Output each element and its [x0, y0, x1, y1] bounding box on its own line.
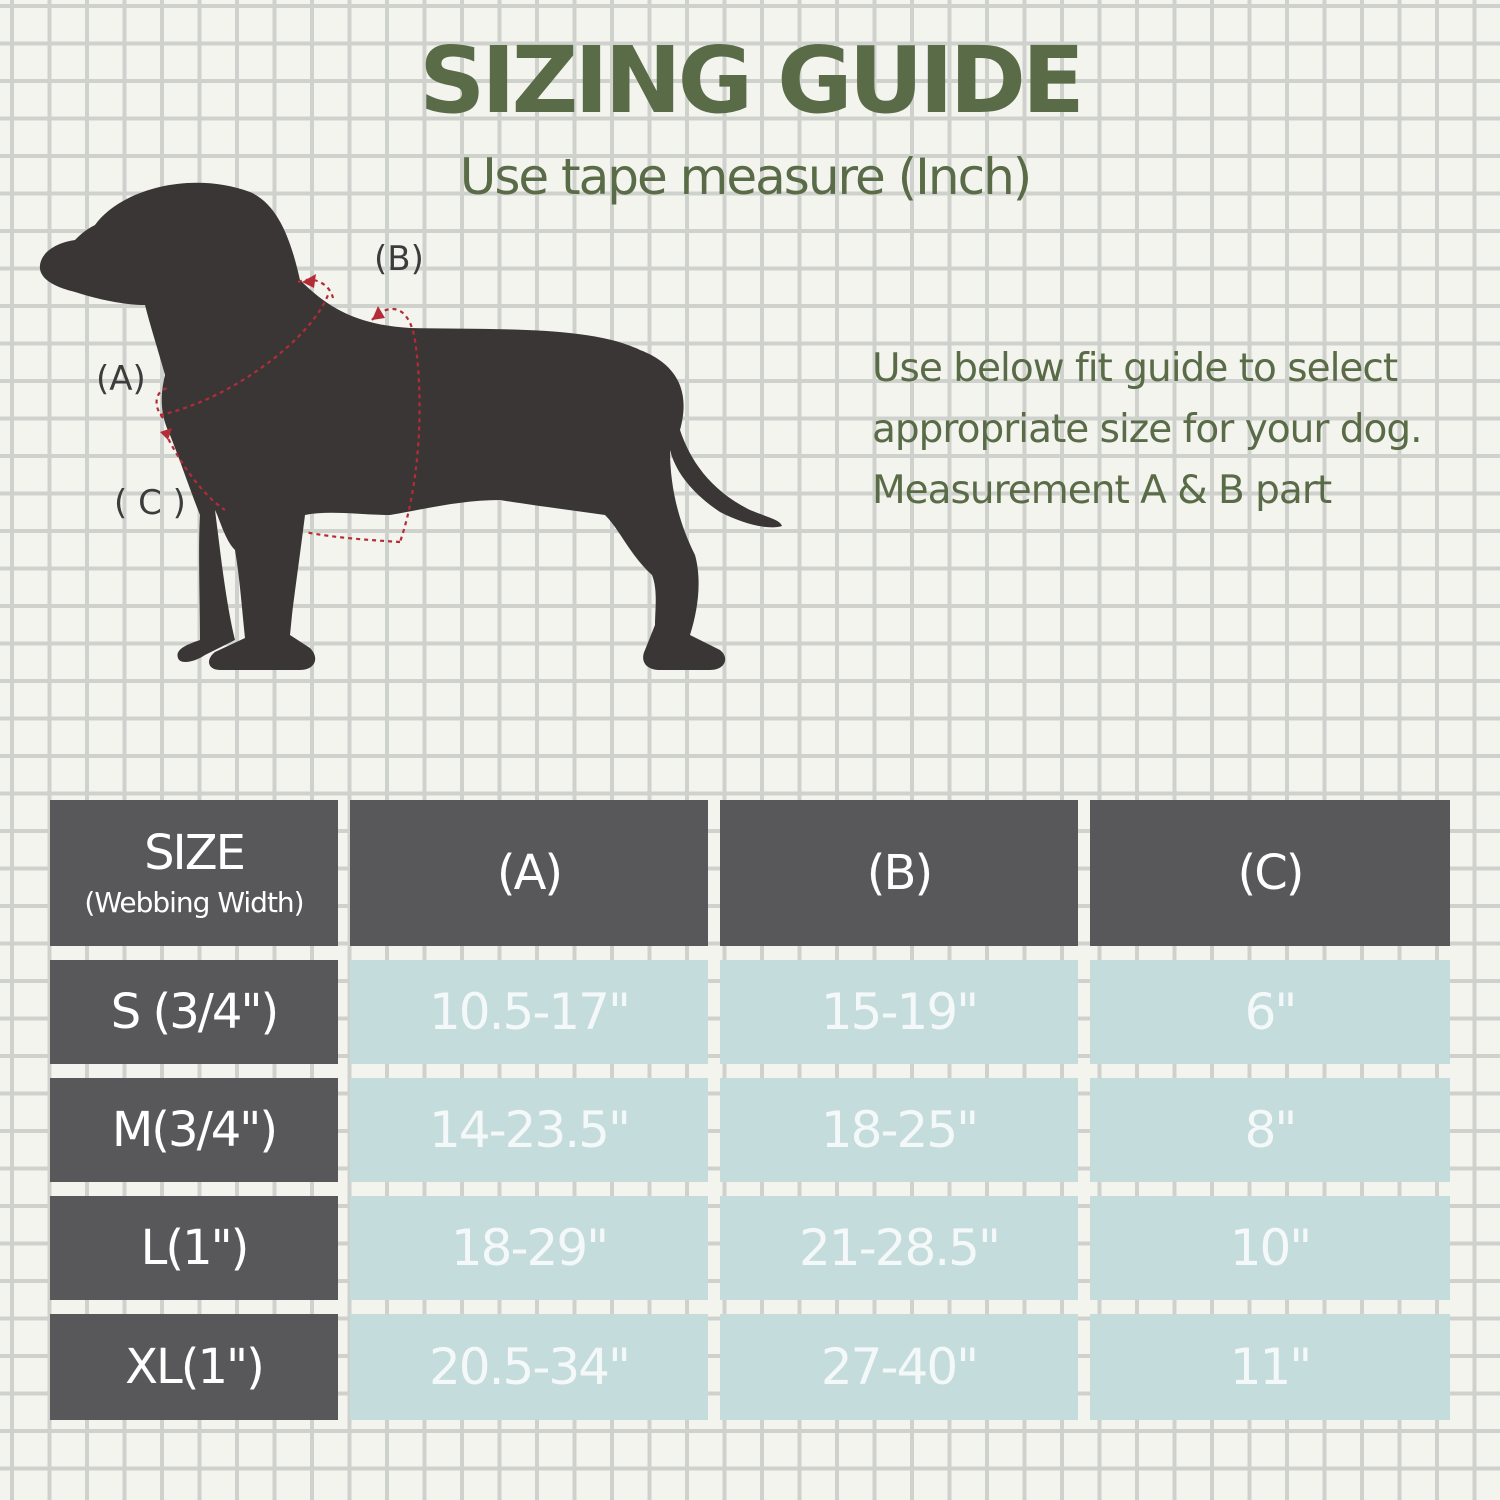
- table-cell: 18-25": [720, 1078, 1078, 1182]
- table-cell: 15-19": [720, 960, 1078, 1064]
- table-cell: 18-29": [350, 1196, 708, 1300]
- page-subtitle: Use tape measure (Inch): [459, 148, 1033, 206]
- table-cell: 14-23.5": [350, 1078, 708, 1182]
- column-header-c: (C): [1090, 800, 1450, 946]
- measurement-arrowheads: [160, 274, 385, 440]
- size-chart-table: SIZE (Webbing Width) (A) (B) (C) S (3/4"…: [50, 800, 1450, 1420]
- dog-measurement-diagram: [30, 170, 810, 710]
- measurement-lines: [155, 278, 421, 544]
- column-header-b: (B): [720, 800, 1078, 946]
- table-cell: 27-40": [720, 1314, 1078, 1420]
- size-label-xl: XL(1"): [50, 1314, 338, 1420]
- instruction-line: Use below fit guide to select: [872, 346, 1398, 391]
- size-label-l: L(1"): [50, 1196, 338, 1300]
- fit-guide-instructions: Use below fit guide to select appropriat…: [872, 338, 1472, 521]
- measurement-label-b: (B): [374, 239, 424, 279]
- measurement-label-c: ( C ): [114, 483, 186, 523]
- size-header-label: SIZE: [144, 824, 246, 881]
- table-cell: 21-28.5": [720, 1196, 1078, 1300]
- size-label-s: S (3/4"): [50, 960, 338, 1064]
- table-cell: 10.5-17": [350, 960, 708, 1064]
- instruction-line: Measurement A & B part: [872, 468, 1332, 513]
- size-column-header: SIZE (Webbing Width): [50, 800, 338, 946]
- table-cell: 8": [1090, 1078, 1450, 1182]
- table-cell: 10": [1090, 1196, 1450, 1300]
- page-title: SIZING GUIDE: [419, 27, 1085, 134]
- measurement-label-a: (A): [96, 359, 146, 399]
- webbing-width-label: (Webbing Width): [84, 885, 304, 919]
- size-label-m: M(3/4"): [50, 1078, 338, 1182]
- table-cell: 20.5-34": [350, 1314, 708, 1420]
- column-header-a: (A): [350, 800, 708, 946]
- table-cell: 11": [1090, 1314, 1450, 1420]
- dog-silhouette-icon: [39, 182, 782, 670]
- table-cell: 6": [1090, 960, 1450, 1064]
- instruction-line: appropriate size for your dog.: [872, 407, 1423, 452]
